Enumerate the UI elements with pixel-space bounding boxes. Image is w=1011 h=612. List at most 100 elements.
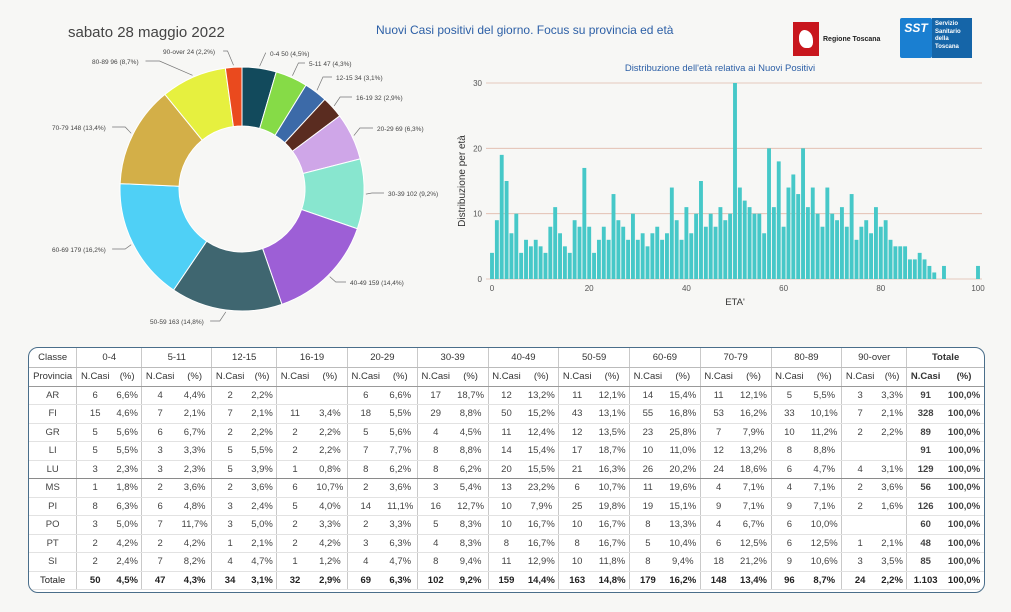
cell-ncasi	[841, 515, 878, 535]
cell-ncasi: 2	[841, 478, 878, 498]
donut-slice-label: 90-over 24 (2,2%)	[163, 49, 215, 56]
cell-ncasi: 9	[770, 552, 808, 572]
cell-pct: 16,2%	[736, 404, 772, 424]
cell-total-pct: 100,0%	[944, 441, 984, 461]
histogram-bar-age-13	[553, 207, 558, 279]
cell-ncasi: 13	[487, 478, 525, 498]
x-tick-label: 60	[779, 284, 788, 293]
age-distribution-histogram: Distribuzione dell'età relativa ai Nuovi…	[457, 63, 985, 308]
cell-pct: 12,1%	[736, 386, 772, 405]
cell-ncasi: 7	[211, 404, 248, 424]
histogram-bar-age-57	[767, 148, 771, 279]
histogram-bar-age-5	[514, 213, 519, 279]
cell-pct: 12,9%	[524, 552, 559, 572]
cell-pct: 3,3%	[312, 515, 348, 535]
cell-total-pct: 100,0%	[944, 497, 984, 516]
histogram-bar-age-40	[684, 207, 689, 279]
cell-pct: 2,1%	[247, 534, 277, 553]
histogram-bar-age-88	[917, 252, 922, 279]
histogram-bar-age-31	[640, 233, 645, 279]
histogram-bar-age-43	[699, 181, 703, 279]
histogram-bar-age-45	[708, 213, 713, 279]
cell-pct: 12,5%	[736, 534, 772, 553]
cell-ncasi: 3	[211, 497, 248, 516]
cell-pct: 4,3%	[178, 570, 212, 590]
cell-pct: 5,0%	[247, 515, 277, 535]
cell-pct: 10,4%	[665, 534, 701, 553]
donut-slice-label: 80-89 96 (8,7%)	[92, 59, 139, 66]
cell-ncasi: 21	[558, 460, 596, 479]
cell-ncasi: 6	[141, 423, 178, 442]
cell-ncasi	[841, 441, 878, 461]
histogram-bar-age-91	[932, 272, 937, 279]
cell-pct: 18,7%	[453, 386, 489, 405]
cell-pct: 5,5%	[113, 441, 142, 461]
cell-pct: 13,2%	[524, 386, 559, 405]
cell-ncasi: 18	[346, 404, 384, 424]
cell-ncasi: 4	[346, 552, 384, 572]
cell-pct: 14,4%	[524, 570, 559, 590]
table-row: AR 6 6,6% 4 4,4% 2 2,2% 6 6,6% 17 18,7% 12 13,2% 11 12…	[29, 386, 984, 405]
histogram-title: Distribuzione dell'età relativa ai Nuovi…	[625, 63, 815, 74]
cell-pct: 4,5%	[113, 570, 142, 590]
cell-ncasi: 159	[487, 570, 525, 590]
cell-pct: 2,9%	[312, 570, 348, 590]
donut-leader-line	[112, 126, 132, 134]
header-class-60-69: 60-69	[629, 348, 701, 368]
header-class-30-39: 30-39	[416, 348, 489, 368]
cell-ncasi: 5	[416, 515, 454, 535]
cell-pct: 3,6%	[178, 478, 212, 498]
histogram-bar-age-61	[786, 187, 791, 279]
province-name: PO	[29, 515, 77, 535]
histogram-bar-age-56	[762, 233, 767, 279]
histogram-bar-age-66	[810, 187, 815, 279]
donut-slice-label: 0-4 50 (4,5%)	[270, 51, 309, 58]
cell-pct: 6,3%	[383, 570, 418, 590]
cell-pct: 8,8%	[807, 441, 842, 461]
header-class-0-4: 0-4	[76, 348, 142, 368]
cell-pct: 13,1%	[595, 404, 630, 424]
cell-ncasi: 8	[346, 460, 384, 479]
histogram-bar-age-9	[533, 239, 538, 279]
cell-pct: 14,8%	[595, 570, 630, 590]
cell-ncasi: 5	[276, 497, 313, 516]
cell-ncasi: 2	[276, 515, 313, 535]
cell-total-ncasi: 1.103	[906, 570, 945, 590]
cell-ncasi: 11	[629, 478, 666, 498]
x-tick-label: 0	[490, 284, 495, 293]
cell-ncasi: 50	[487, 404, 525, 424]
cell-ncasi: 5	[211, 460, 248, 479]
cell-ncasi: 1	[276, 552, 313, 572]
cell-ncasi: 2	[211, 478, 248, 498]
histogram-bar-age-53	[747, 207, 752, 279]
cell-ncasi	[276, 386, 313, 405]
cell-ncasi: 20	[487, 460, 525, 479]
cell-pct: 2,4%	[113, 552, 142, 572]
cell-pct: 16,8%	[665, 404, 701, 424]
histogram-bar-age-80	[878, 226, 883, 279]
cell-ncasi: 4	[770, 478, 808, 498]
table-row: PI 8 6,3% 6 4,8% 3 2,4% 5 4,0% 14 11,1% 16 12,7% 10 7,…	[29, 497, 984, 516]
cell-pct: 3,4%	[312, 404, 348, 424]
histogram-bar-age-72	[839, 207, 844, 279]
province-name: LI	[29, 441, 77, 461]
histogram-bar-age-28	[626, 239, 631, 279]
donut-leader-line	[292, 62, 305, 76]
cell-pct: 2,4%	[247, 497, 277, 516]
histogram-bar-age-8	[528, 246, 533, 279]
cell-ncasi: 8	[558, 534, 596, 553]
cell-pct: 2,2%	[312, 423, 348, 442]
cell-pct: 11,8%	[595, 552, 630, 572]
x-tick-label: 100	[971, 284, 985, 293]
histogram-bar-age-87	[912, 259, 917, 279]
cell-ncasi: 3	[416, 478, 454, 498]
cell-pct: 9,4%	[453, 552, 489, 572]
province-name: PT	[29, 534, 77, 553]
cell-pct: 2,1%	[178, 404, 212, 424]
cell-pct: 13,4%	[736, 570, 772, 590]
cell-ncasi: 4	[699, 515, 737, 535]
header-pct: (%)	[736, 367, 772, 387]
histogram-bar-age-37	[669, 187, 674, 279]
cell-ncasi: 3	[76, 460, 114, 479]
cell-pct: 9,4%	[665, 552, 701, 572]
